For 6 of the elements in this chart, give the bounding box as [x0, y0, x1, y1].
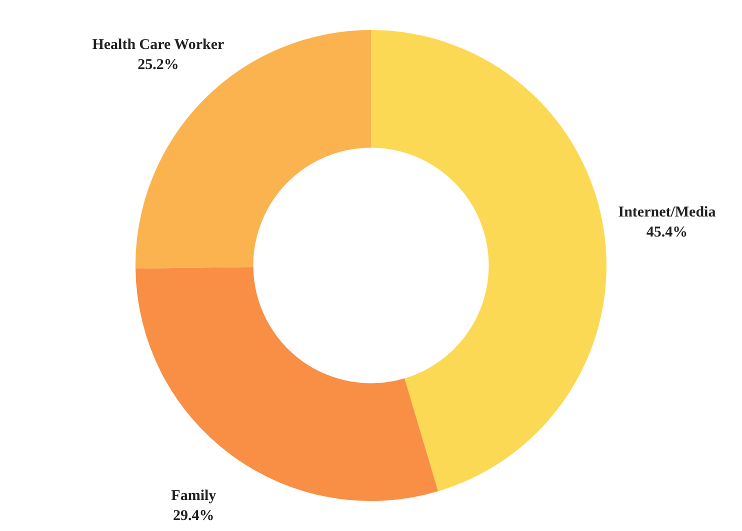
- data-label: 25.2%: [138, 57, 179, 74]
- slice-label: Health Care Worker: [92, 37, 224, 54]
- slice-label: Family: [171, 488, 217, 504]
- data-label: 45.4%: [646, 224, 688, 240]
- data-label: 29.4%: [173, 508, 214, 524]
- slice-label: Internet/Media: [618, 204, 716, 220]
